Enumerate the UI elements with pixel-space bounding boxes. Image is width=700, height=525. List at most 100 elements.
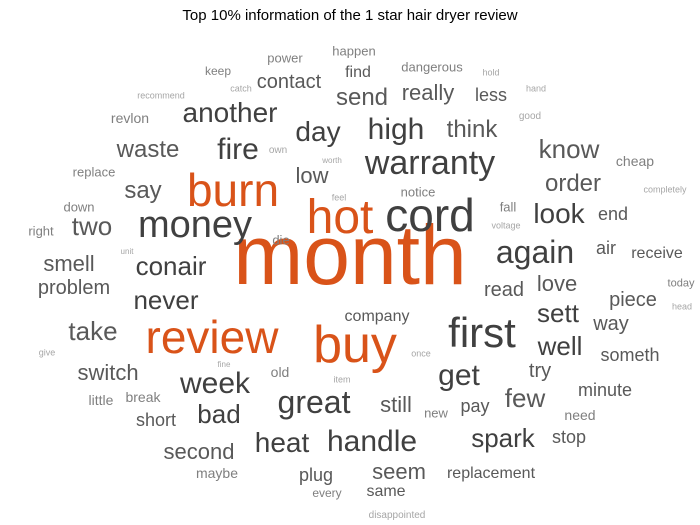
word-happen: happen [332, 43, 376, 59]
word-day: day [295, 116, 341, 147]
word-fine: fine [217, 360, 231, 369]
word-try: try [528, 360, 552, 382]
word-order: order [544, 170, 602, 197]
word-same: same [366, 483, 406, 500]
word-short: short [135, 410, 177, 430]
word-old: old [270, 364, 290, 380]
word-month: month [233, 208, 467, 302]
word-problem: problem [37, 277, 111, 299]
word-piece: piece [609, 289, 657, 311]
word-hand: hand [525, 83, 547, 94]
word-hot: hot [306, 191, 374, 244]
word-first: first [448, 309, 516, 356]
word-company: company [344, 308, 410, 325]
word-high: high [367, 113, 425, 146]
word-completely: completely [643, 184, 687, 195]
word-receive: receive [631, 245, 683, 262]
word-switch: switch [77, 360, 139, 385]
word-way: way [593, 313, 629, 335]
word-burn: burn [186, 164, 280, 216]
word-little: little [88, 392, 114, 408]
word-think: think [446, 116, 498, 143]
word-sett: sett [537, 298, 579, 328]
word-stop: stop [551, 427, 587, 447]
word-spark: spark [471, 423, 535, 453]
word-worth: worth [322, 156, 342, 165]
word-bad: bad [197, 399, 241, 429]
word-fire: fire [217, 133, 259, 166]
word-contact: contact [256, 71, 322, 93]
word-notice: notice [400, 184, 436, 200]
word-read: read [483, 279, 525, 301]
chart-title: Top 10% information of the 1 star hair d… [182, 7, 518, 24]
word-review: review [145, 311, 279, 363]
word-catch: catch [230, 83, 252, 94]
word-dangerous: dangerous [401, 59, 463, 75]
word-replacement: replacement [446, 465, 536, 482]
word-feel: feel [331, 192, 347, 203]
word-keep: keep [204, 64, 232, 78]
word-head: head [671, 301, 693, 312]
word-hold: hold [482, 67, 500, 78]
word-minute: minute [577, 380, 633, 400]
word-know: know [538, 134, 600, 164]
word-give: give [38, 347, 56, 358]
word-say: say [124, 177, 162, 204]
word-voltage: voltage [491, 220, 521, 231]
word-waste: waste [116, 136, 180, 163]
word-two: two [71, 211, 113, 241]
word-new: new [424, 405, 448, 421]
word-own: own [268, 145, 288, 156]
word-maybe: maybe [195, 465, 239, 481]
word-few: few [504, 383, 546, 413]
word-today: today [667, 277, 695, 290]
word-replace: replace [72, 164, 116, 180]
word-end: end [597, 204, 629, 224]
word-plug: plug [298, 465, 334, 485]
word-buy: buy [313, 316, 397, 374]
word-cord: cord [385, 189, 475, 241]
word-warranty: warranty [364, 144, 496, 182]
word-unit: unit [120, 247, 134, 256]
word-good: good [518, 111, 542, 122]
word-low: low [295, 163, 329, 188]
word-disappointed: disappointed [368, 510, 426, 521]
word-get: get [438, 359, 480, 392]
word-heat: heat [254, 427, 310, 458]
word-power: power [267, 50, 303, 66]
word-every: every [312, 486, 342, 500]
word-look: look [533, 198, 585, 229]
word-great: great [277, 384, 351, 420]
word-another: another [182, 97, 278, 128]
word-break: break [125, 389, 161, 405]
word-week: week [179, 367, 251, 400]
word-cheap: cheap [615, 153, 655, 169]
word-recommend: recommend [137, 90, 185, 101]
word-fall: fall [499, 199, 517, 215]
word-once: once [411, 348, 431, 359]
word-seem: seem [372, 459, 426, 484]
word-again: again [495, 234, 575, 270]
word-well: well [537, 331, 583, 361]
word-money: money [137, 204, 253, 246]
word-pay: pay [460, 396, 490, 416]
word-really: really [401, 80, 455, 105]
word-second: second [163, 439, 235, 464]
word-need: need [564, 407, 596, 423]
word-send: send [335, 84, 389, 111]
word-less: less [474, 85, 508, 105]
word-smell: smell [43, 251, 95, 276]
word-down: down [63, 199, 95, 215]
word-item: item [333, 374, 351, 385]
word-conair: conair [135, 251, 207, 281]
word-handle: handle [326, 425, 418, 458]
word-die: die [272, 232, 290, 248]
word-air: air [595, 238, 617, 258]
word-take: take [68, 316, 118, 346]
word-still: still [380, 392, 412, 417]
word-find: find [345, 64, 371, 81]
word-revlon: revlon [110, 110, 150, 126]
word-right: right [28, 223, 54, 239]
word-never: never [133, 285, 199, 315]
